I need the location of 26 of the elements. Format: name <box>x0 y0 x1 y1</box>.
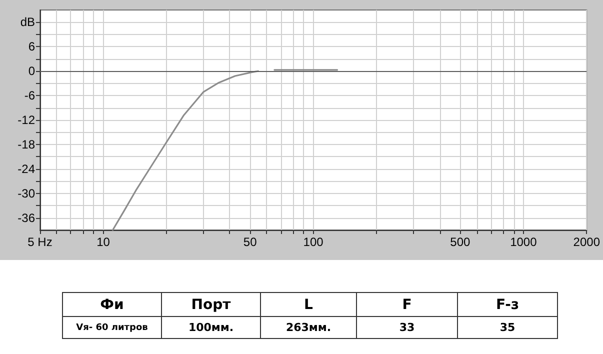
text: 33 <box>356 316 458 338</box>
text: 35 <box>458 316 558 338</box>
x-tick-label: 100 <box>303 235 324 249</box>
y-tick-label: -24 <box>18 162 36 176</box>
x-tick-label: 10 <box>96 235 110 249</box>
text: Фи <box>62 292 162 316</box>
y-tick-label: dB <box>20 15 35 30</box>
y-tick-label: -6 <box>24 88 36 103</box>
x-tick-label: 2000 <box>573 235 600 249</box>
y-tick-label: -36 <box>18 210 36 225</box>
x-tick-label: 1000 <box>510 235 538 249</box>
text: F <box>356 292 458 316</box>
text: Порт <box>162 292 260 316</box>
y-tick-label: -30 <box>18 186 36 200</box>
y-tick-label: 0 <box>28 64 36 78</box>
y-tick-label: -18 <box>18 137 36 152</box>
text: Vя- 60 литров <box>62 316 162 338</box>
x-tick-label: 50 <box>243 235 258 249</box>
x-tick-label: 5 Hz <box>28 235 52 249</box>
y-tick-label: -12 <box>18 113 36 127</box>
y-tick-label: 6 <box>28 40 36 54</box>
x-tick-label: 500 <box>450 235 470 249</box>
text: 100мм. <box>162 316 260 338</box>
text: 263мм. <box>260 316 356 338</box>
text: F-з <box>458 292 558 316</box>
text: L <box>260 292 356 316</box>
